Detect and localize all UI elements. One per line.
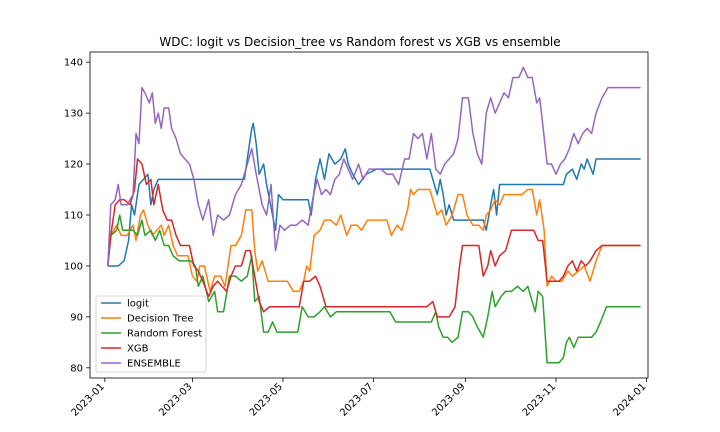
y-tick-label: 110	[64, 211, 83, 222]
series-line-decision-tree	[107, 188, 641, 293]
series-line-xgb	[107, 158, 641, 318]
y-tick-label: 80	[70, 363, 83, 374]
legend-label: XGB	[127, 344, 149, 355]
series-line-logit	[107, 122, 641, 267]
y-tick-label: 120	[64, 160, 83, 171]
legend-box	[95, 295, 207, 373]
series-line-random-forest	[107, 214, 641, 364]
y-tick-label: 140	[64, 58, 83, 69]
y-tick-label: 100	[64, 261, 83, 272]
legend-label: logit	[127, 299, 149, 310]
series-line-ensemble	[107, 66, 641, 266]
y-tick-label: 90	[70, 312, 83, 323]
legend-label: Random Forest	[127, 329, 202, 340]
legend-label: ENSEMBLE	[127, 359, 181, 370]
chart-title: WDC: logit vs Decision_tree vs Random fo…	[159, 35, 560, 49]
y-tick-label: 130	[64, 109, 83, 120]
plot-area	[107, 66, 641, 364]
legend-label: Decision Tree	[127, 314, 194, 325]
legend: logit Decision Tree Random Forest XGB ENSEMB…	[95, 295, 207, 373]
